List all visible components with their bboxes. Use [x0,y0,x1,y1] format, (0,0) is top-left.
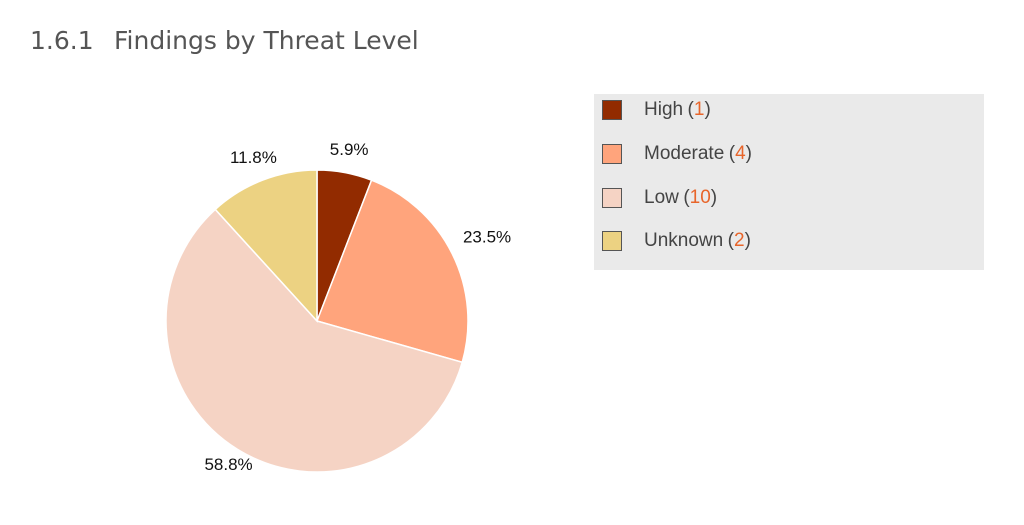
pie-label-unknown: 11.8% [230,148,277,167]
section-heading: 1.6.1 Findings by Threat Level [30,26,419,55]
legend-label-unknown: Unknown [644,230,724,251]
legend-swatch-low [602,188,622,208]
pie-label-moderate: 23.5% [463,227,511,246]
legend-swatch-unknown [602,231,622,251]
pie-label-low: 58.8% [204,455,252,474]
legend-item-moderate: Moderate (4) [602,142,752,166]
legend-item-unknown: Unknown (2) [602,229,751,253]
legend-swatch-moderate [602,144,622,164]
legend-item-low: Low (10) [602,186,717,210]
legend-count-low: 10 [689,187,711,208]
pie-slice-moderate [316,179,469,364]
legend-count-high: 1 [693,99,705,120]
pie-label-high: 5.9% [330,140,369,159]
section-number: 1.6.1 [30,26,94,55]
legend-label-low: Low [644,187,679,208]
section-title: Findings by Threat Level [114,26,419,55]
legend-label-high: High [644,99,684,120]
chart-legend: High (1) Moderate (4) Low (10) Unknown (… [594,94,984,270]
legend-item-high: High (1) [602,98,711,122]
legend-label-moderate: Moderate [644,143,725,164]
legend-count-unknown: 2 [734,230,745,251]
pie-slice-unknown [214,169,318,323]
legend-count-moderate: 4 [735,143,746,164]
legend-swatch-high [602,100,622,120]
pie-slice-low [165,208,464,473]
